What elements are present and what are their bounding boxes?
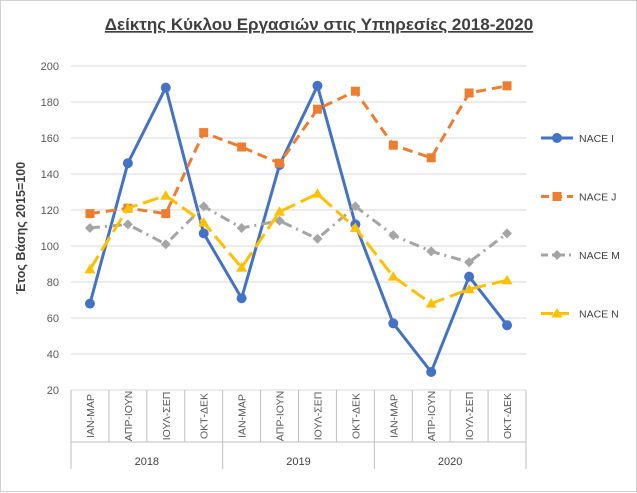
data-point (236, 293, 247, 304)
y-tick-label: 200 (41, 61, 59, 73)
data-point (236, 223, 247, 233)
data-point (312, 233, 323, 244)
legend-label: NACE I (579, 133, 614, 145)
data-point (388, 140, 398, 150)
data-point (463, 283, 475, 294)
series-nace-m (84, 201, 513, 268)
legend-marker (552, 133, 562, 143)
legend-item-nace-n: NACE N (541, 308, 619, 321)
x-tick-label: ΟΚΤ-ΔΕΚ (502, 393, 514, 439)
x-tick-label: ΙΑΝ-ΜΑΡ (388, 394, 400, 438)
y-tick-label: 160 (41, 133, 59, 145)
x-tick-label: ΟΚΤ-ΔΕΚ (199, 393, 211, 439)
legend-item-nace-m: NACE M (541, 250, 620, 262)
legend-item-nace-i: NACE I (541, 133, 614, 145)
y-tick-label: 60 (47, 313, 59, 325)
series-line-nace-j (89, 84, 508, 216)
legend-item-nace-j: NACE J (541, 192, 616, 204)
x-group-label: 2018 (135, 456, 159, 468)
data-point (388, 230, 399, 241)
data-point (274, 206, 286, 216)
data-point (274, 215, 285, 226)
legend-marker (552, 192, 562, 201)
data-point (426, 367, 437, 377)
legend-marker (551, 308, 563, 318)
legend-label: NACE M (579, 250, 620, 262)
data-point (502, 228, 513, 239)
data-point (350, 86, 360, 96)
data-point (464, 257, 475, 268)
x-tick-label: ΙΑΝ-ΜΑΡ (85, 394, 97, 438)
y-tick-label: 120 (41, 205, 59, 217)
data-point (198, 217, 210, 227)
x-tick-label: ΙΟΥΛ-ΣΕΠ (464, 392, 476, 441)
x-tick-label: ΟΚΤ-ΔΕΚ (350, 393, 362, 439)
y-tick-label: 80 (47, 277, 59, 289)
x-tick-label: ΙΑΝ-ΜΑΡ (237, 394, 249, 438)
data-point (426, 153, 436, 163)
data-point (198, 201, 209, 212)
data-point (198, 228, 209, 239)
x-tick-label: ΑΠΡ-ΙΟΥΝ (426, 391, 438, 441)
series-nace-n (84, 188, 513, 308)
data-point (275, 158, 285, 168)
x-tick-label: ΙΟΥΛ-ΣΕΠ (161, 392, 173, 441)
y-tick-label: 140 (41, 169, 59, 181)
x-tick-label: ΑΠΡ-ΙΟΥΝ (275, 391, 287, 441)
axes: 20 40 60 80 100 120 140 160 180 200 ΙΑΝ-ΜΑΡ ΑΠΡ-ΙΟΥ… (41, 61, 527, 469)
y-tick-label: 180 (41, 97, 59, 109)
data-point (84, 223, 95, 233)
data-point (349, 222, 361, 232)
data-point (199, 128, 209, 138)
legend-label: NACE N (579, 309, 619, 321)
data-point (502, 320, 513, 331)
data-point (312, 104, 322, 114)
data-point (388, 318, 399, 329)
series-line-nace-m (89, 204, 508, 264)
data-point (464, 88, 474, 98)
data-point (160, 82, 171, 93)
y-axis-label: Έτος Βάσης 2015=100 (14, 162, 28, 294)
y-tick-label: 20 (47, 385, 59, 397)
data-point (236, 262, 248, 272)
data-point (426, 246, 437, 257)
data-point (84, 298, 95, 309)
data-point (84, 263, 96, 274)
data-point (501, 274, 513, 285)
legend-label: NACE J (579, 192, 616, 204)
data-point (425, 298, 437, 308)
series-nace-i (84, 80, 513, 377)
y-tick-label: 40 (47, 349, 59, 361)
data-point (312, 80, 323, 91)
data-point (122, 219, 133, 230)
series-line-nace-n (88, 192, 508, 306)
data-point (350, 201, 361, 212)
x-group-label: 2019 (286, 456, 310, 468)
chart-title: Δείκτης Κύκλου Εργασιών στις Υπηρεσίες 2… (105, 15, 533, 34)
legend: NACE I NACE J NACE M NACE N (541, 133, 620, 321)
x-tick-label: ΑΠΡ-ΙΟΥΝ (123, 391, 135, 441)
x-tick-label: ΙΟΥΛ-ΣΕΠ (312, 392, 324, 441)
data-point (237, 142, 247, 152)
data-point (122, 202, 134, 213)
data-point (85, 209, 95, 219)
legend-marker (552, 250, 562, 260)
series-line-nace-i (88, 84, 509, 374)
data-point (122, 158, 133, 169)
data-point (161, 209, 171, 219)
data-point (387, 271, 399, 281)
data-point (311, 188, 323, 198)
data-point (502, 81, 512, 91)
x-group-label: 2020 (438, 456, 462, 468)
y-tick-label: 100 (41, 241, 59, 253)
data-point (160, 239, 171, 250)
data-point (160, 190, 172, 200)
series-layer (84, 80, 513, 377)
data-point (464, 271, 475, 282)
